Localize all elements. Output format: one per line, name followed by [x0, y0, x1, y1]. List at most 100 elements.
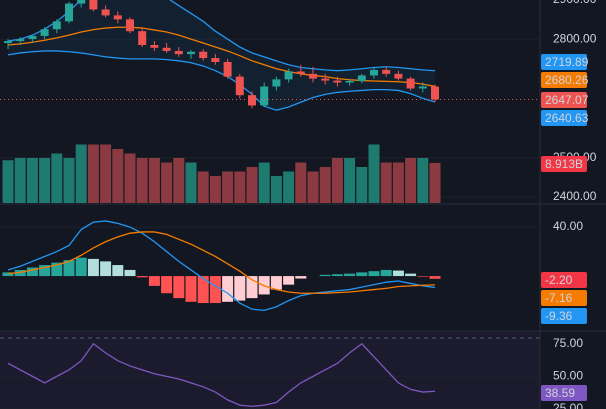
volume-bar — [234, 171, 246, 203]
volume-bar — [344, 158, 356, 203]
volume-bar — [2, 160, 14, 203]
rsi-pane — [7, 342, 436, 408]
rsi-band — [0, 332, 540, 409]
price-tag-label: -9.36 — [545, 309, 573, 323]
price-tag — [541, 385, 587, 401]
price-tag — [541, 308, 587, 324]
macd-histogram — [380, 269, 392, 277]
macd-histogram — [356, 272, 368, 277]
macd-histogram — [63, 260, 75, 277]
volume-bar — [161, 162, 173, 203]
macd-histogram — [2, 272, 14, 277]
price-tag — [541, 272, 587, 288]
candle-body — [113, 15, 122, 20]
candle-body — [333, 80, 342, 83]
macd-histogram — [405, 273, 417, 277]
volume-bar — [14, 158, 26, 203]
volume-bar — [222, 171, 234, 203]
macd-histogram — [417, 276, 429, 277]
y-tick-label: 50.00 — [553, 369, 583, 383]
candle-body — [16, 39, 25, 42]
macd-histogram — [39, 265, 51, 277]
macd-histogram — [161, 276, 173, 294]
volume-bar — [209, 176, 221, 203]
candle-body — [418, 86, 427, 89]
y-tick-label: 25.00 — [553, 401, 583, 409]
macd-histogram — [173, 276, 185, 299]
volume-bar — [380, 162, 392, 203]
candle-body — [235, 76, 244, 96]
macd-histogram — [283, 276, 295, 285]
y-tick-label: 40.00 — [553, 219, 583, 233]
macd-line — [7, 220, 436, 312]
candle-body — [52, 21, 61, 30]
candle-body — [174, 50, 183, 55]
candle-body — [248, 95, 256, 106]
candle-body — [187, 51, 195, 55]
candle-body — [382, 69, 391, 74]
price-tag-label: 2680.26 — [545, 73, 589, 87]
macd-histogram — [246, 276, 258, 299]
volume-bar — [417, 158, 429, 203]
volume-bar — [356, 167, 368, 203]
price-tag — [541, 156, 587, 172]
price-tag-label: 2719.89 — [545, 55, 589, 69]
y-tick-label: 2800.00 — [553, 31, 597, 45]
candle-body — [77, 0, 86, 4]
macd-histogram — [148, 276, 160, 286]
candle-body — [345, 80, 354, 83]
price-tag — [541, 72, 587, 88]
volume-bar — [124, 153, 136, 203]
candle-body — [211, 58, 220, 63]
candle-body — [40, 29, 49, 36]
price-tag-label: 2640.63 — [545, 111, 589, 125]
candle-body — [199, 51, 208, 59]
candle-body — [370, 69, 378, 76]
y-tick-label: 75.00 — [553, 336, 583, 350]
macd-histogram — [270, 276, 282, 290]
candle-body — [89, 0, 98, 10]
price-tag-label: -2.20 — [545, 273, 573, 287]
volume-bar — [331, 158, 343, 203]
price-pane — [4, 0, 439, 111]
macd-histogram — [124, 269, 136, 277]
candle-body — [321, 78, 330, 81]
macd-histogram — [26, 267, 38, 277]
candle-body — [357, 75, 366, 81]
candle-body — [150, 45, 159, 48]
volume-bar — [429, 162, 441, 203]
candle-body — [223, 62, 232, 77]
macd-histogram — [344, 273, 356, 277]
candle-body — [101, 9, 110, 16]
candle-body — [260, 86, 269, 106]
candle-body — [126, 19, 134, 32]
volume-bar — [87, 144, 99, 203]
y-tick-label: 2400.00 — [553, 189, 597, 203]
volume-bar — [405, 158, 417, 203]
macd-histogram — [51, 262, 63, 277]
candle-body — [138, 31, 147, 46]
candle-body — [431, 86, 439, 100]
candle-body — [296, 71, 305, 74]
volume-bar — [136, 158, 148, 203]
candle-body — [65, 3, 73, 22]
volume-bar — [283, 171, 295, 203]
macd-histogram — [75, 257, 87, 277]
candle-body — [309, 73, 317, 79]
candle-body — [4, 41, 12, 44]
macd-histogram — [392, 270, 404, 277]
volume-bar — [100, 144, 112, 203]
price-tag-label: 38.59 — [545, 386, 575, 400]
macd-histogram — [209, 276, 221, 304]
price-tag — [541, 54, 587, 70]
macd-line — [7, 231, 436, 294]
rsi-line — [7, 342, 436, 408]
volume-bar — [197, 171, 209, 203]
volume-bar — [63, 158, 75, 203]
macd-histogram — [331, 274, 343, 277]
volume-bar — [368, 144, 380, 203]
macd-histogram — [295, 276, 307, 279]
volume-bar — [258, 162, 270, 203]
